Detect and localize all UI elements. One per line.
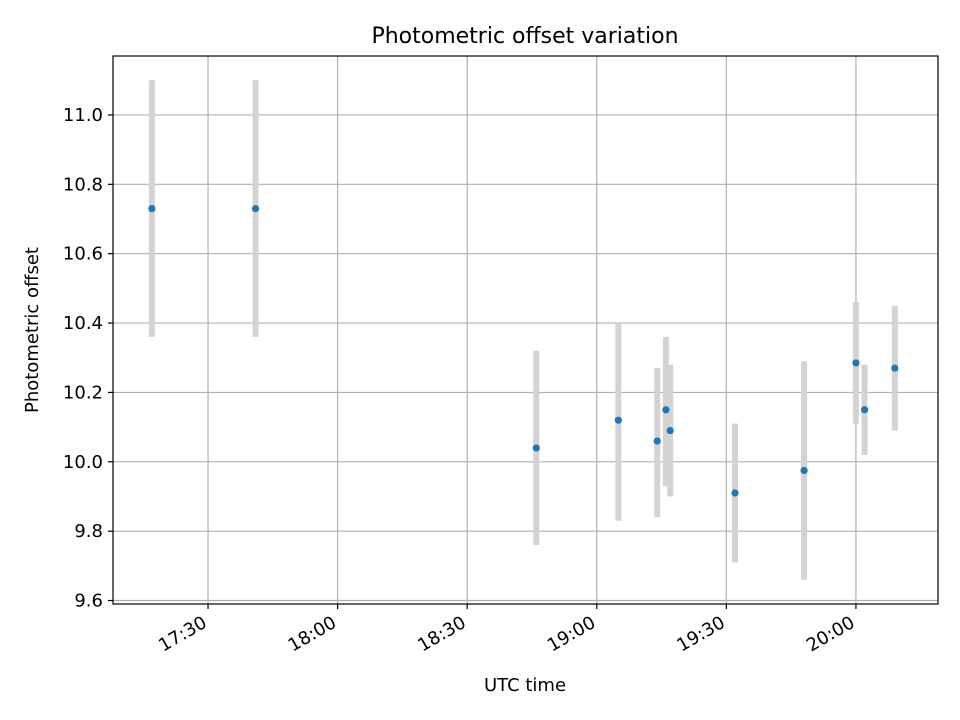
- data-point: [653, 437, 661, 445]
- x-axis-label: UTC time: [484, 675, 566, 696]
- data-point: [852, 359, 860, 367]
- data-point: [666, 426, 674, 435]
- y-tick-label: 11.0: [63, 105, 103, 126]
- plot-frame: [112, 55, 939, 605]
- y-tick-label: 9.8: [74, 521, 103, 542]
- chart-title: Photometric offset variation: [371, 24, 678, 49]
- y-axis: 9.6 9.8 10.0 10.2 10.4 10.6 10.8 11.0: [63, 105, 113, 612]
- y-tick-label: 10.6: [63, 244, 103, 265]
- data-point: [860, 406, 869, 414]
- data-point: [800, 466, 808, 475]
- data-points: [148, 205, 899, 497]
- y-tick-label: 10.4: [63, 313, 103, 334]
- data-point: [614, 416, 622, 424]
- y-tick-label: 10.8: [63, 174, 103, 195]
- y-tick-label: 10.2: [63, 382, 103, 403]
- data-point: [662, 406, 670, 414]
- y-axis-label: Photometric offset: [22, 247, 43, 413]
- data-point: [532, 444, 540, 452]
- data-point: [148, 205, 156, 213]
- y-tick-label: 10.0: [63, 452, 103, 473]
- data-point: [891, 364, 899, 372]
- data-point: [251, 205, 260, 213]
- data-point: [731, 489, 739, 497]
- y-tick-label: 9.6: [74, 591, 103, 612]
